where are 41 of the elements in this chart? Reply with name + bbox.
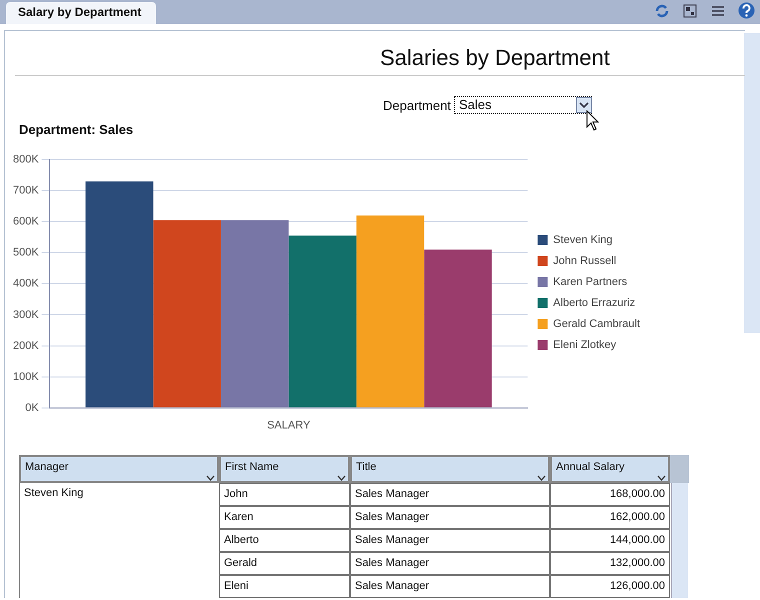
legend-label: Karen Partners — [553, 276, 628, 288]
text: 126,000.00 — [610, 580, 665, 592]
text: 162,000.00 — [610, 511, 665, 523]
text: Sales Manager — [355, 511, 429, 523]
text: Karen — [224, 511, 254, 523]
y-tick-label: 200K — [12, 340, 40, 352]
x-tick-label: SALARY — [267, 419, 311, 432]
text: Sales Manager — [355, 488, 429, 500]
y-tick-label: 400K — [12, 278, 40, 290]
legend-label: Gerald Cambrault — [553, 318, 640, 330]
text: Steven King — [24, 487, 84, 499]
y-tick-label: 0K — [25, 402, 40, 414]
text: Salaries by Department — [380, 45, 610, 71]
legend-label: John Russell — [553, 255, 616, 268]
text: Title — [356, 461, 376, 473]
text: Sales Manager — [355, 534, 429, 546]
text: Salary by Department — [18, 5, 142, 19]
text: Sales — [454, 96, 592, 114]
text: 132,000.00 — [610, 557, 665, 569]
legend-label: Steven King — [553, 234, 613, 246]
text: Manager — [25, 461, 68, 473]
text: Eleni — [224, 580, 248, 592]
chart-title: Department: Sales — [19, 122, 134, 137]
text: 144,000.00 — [610, 534, 665, 546]
text: Sales Manager — [355, 557, 429, 569]
text: Gerald — [224, 557, 258, 569]
text: Annual Salary — [556, 461, 624, 473]
y-tick-label: 300K — [12, 308, 40, 321]
text: Department — [383, 98, 451, 113]
text: Alberto — [224, 534, 259, 546]
legend-label: Alberto Errazuriz — [553, 297, 636, 310]
text: 168,000.00 — [610, 488, 665, 500]
y-tick-label: 500K — [12, 246, 40, 259]
y-tick-label: 800K — [12, 154, 40, 166]
y-tick-label: 700K — [12, 184, 40, 197]
y-tick-label: 600K — [12, 216, 40, 228]
text: First Name — [225, 461, 279, 473]
y-tick-label: 100K — [12, 370, 40, 383]
legend-label: Eleni Zlotkey — [553, 339, 617, 352]
text: Sales Manager — [355, 580, 429, 592]
text: John — [224, 488, 248, 500]
